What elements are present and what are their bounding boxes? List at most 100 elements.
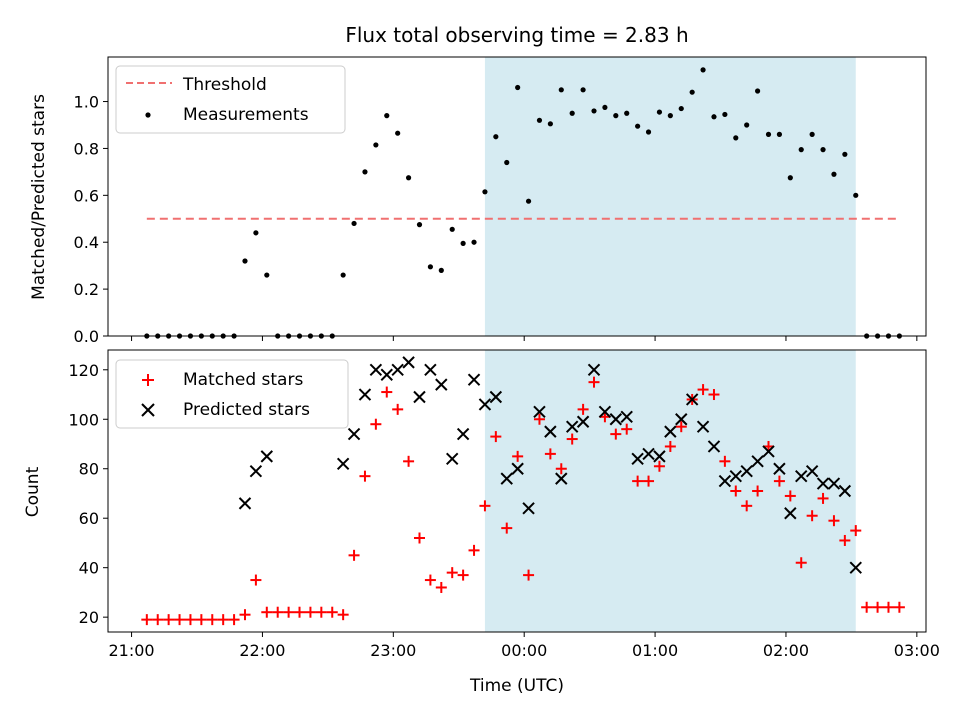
predicted-star-point <box>380 368 393 381</box>
predicted-star-point <box>424 363 437 376</box>
x-axis-label: Time (UTC) <box>469 676 564 696</box>
y-tick-label: 60 <box>79 509 99 528</box>
matched-star-point <box>359 470 371 482</box>
top-panel-axes: 0.0 0.2 0.4 0.6 0.8 1.0 <box>74 93 918 346</box>
y-tick-label: 1.0 <box>74 93 99 112</box>
matched-star-point <box>523 569 535 581</box>
measurement-point <box>449 226 455 232</box>
legend-matched-label: Matched stars <box>183 370 303 390</box>
predicted-star-point <box>707 440 721 453</box>
measurement-point <box>580 87 586 93</box>
predicted-star-point <box>511 462 524 475</box>
matched-star-point <box>653 460 665 472</box>
matched-star-point <box>719 455 731 467</box>
predicted-star-point <box>587 363 601 376</box>
y-tick-label: 0.4 <box>74 233 99 252</box>
predicted-star-point <box>576 415 590 428</box>
matched-star-point <box>741 500 753 512</box>
predicted-star-point <box>816 477 830 490</box>
predicted-star-point <box>467 373 481 386</box>
measurement-point <box>787 175 793 181</box>
x-tick-label: 21:00 <box>109 641 155 660</box>
matched-star-point <box>184 614 196 626</box>
measurement-point <box>416 222 423 228</box>
top-panel-ylabel: Matched/Predicted stars <box>29 94 49 300</box>
predicted-star-point <box>456 427 470 441</box>
predicted-star-point <box>598 405 612 419</box>
predicted-star-point <box>500 472 513 485</box>
measurement-point <box>471 239 477 245</box>
measurement-point <box>547 121 553 127</box>
predicted-star-point <box>565 420 579 433</box>
matched-star-point <box>250 574 262 586</box>
legend-measurements-swatch <box>145 112 151 118</box>
matched-star-point <box>468 544 480 556</box>
measurement-point <box>264 272 270 278</box>
predicted-star-point <box>631 452 644 466</box>
measurement-point <box>591 108 597 114</box>
predicted-star-point <box>336 457 350 470</box>
matched-star-point <box>228 614 240 626</box>
x-tick-label: 03:00 <box>894 641 940 660</box>
measurement-point <box>853 192 859 198</box>
x-tick-label: 23:00 <box>370 641 416 660</box>
top-legend: Threshold Measurements <box>115 65 346 134</box>
matched-star-point <box>141 614 153 626</box>
y-tick-label: 0.8 <box>74 139 99 158</box>
measurement-point <box>689 89 695 95</box>
measurement-point <box>820 147 826 153</box>
measurement-point <box>493 134 499 140</box>
predicted-star-point <box>664 425 677 438</box>
matched-star-point <box>174 614 186 626</box>
matched-star-point <box>839 534 851 546</box>
predicted-star-point <box>740 465 753 478</box>
x-tick-label: 00:00 <box>501 641 547 660</box>
matched-star-point <box>708 389 720 401</box>
x-tick-label: 02:00 <box>763 641 809 660</box>
measurement-point <box>798 147 804 153</box>
predicted-star-point <box>642 447 655 461</box>
matched-star-point <box>577 403 589 415</box>
predicted-stars-points <box>238 356 862 574</box>
bottom-legend: Matched stars Predicted stars <box>115 359 349 429</box>
matched-star-point <box>304 606 316 618</box>
y-tick-label: 0.6 <box>74 186 99 205</box>
predicted-star-point <box>718 474 732 488</box>
matched-star-point <box>239 609 251 621</box>
matched-star-point <box>861 601 873 613</box>
measurement-point <box>460 240 466 246</box>
matched-star-point <box>501 522 513 534</box>
measurement-point <box>624 110 630 116</box>
measurement-point <box>711 114 717 120</box>
measurement-point <box>613 113 619 119</box>
matched-star-point <box>893 601 905 613</box>
matched-star-point <box>730 485 742 497</box>
predicted-star-point <box>849 561 862 574</box>
matched-star-point <box>621 423 633 435</box>
predicted-star-point <box>260 450 274 463</box>
y-tick-label: 40 <box>79 559 99 578</box>
measurement-point <box>384 113 390 119</box>
measurement-point <box>504 159 510 166</box>
measurement-point <box>253 230 259 236</box>
legend-matched-swatch <box>142 374 154 386</box>
predicted-star-point <box>805 465 819 478</box>
matched-star-point <box>675 421 687 433</box>
bottom-panel-shaded-span <box>484 350 856 632</box>
measurement-point <box>831 171 837 177</box>
matched-star-point <box>632 475 644 487</box>
bottom-panel-axes: 20 40 60 80 100 120 21:00 22:00 23:00 00:00 01:00 0… <box>68 361 939 660</box>
y-tick-label: 0.2 <box>74 280 99 299</box>
predicted-star-point <box>827 477 841 490</box>
matched-star-point <box>272 606 284 618</box>
matched-star-point <box>457 569 469 581</box>
predicted-star-point <box>446 452 459 466</box>
y-tick-label: 120 <box>68 361 99 380</box>
measurement-point <box>569 110 575 116</box>
predicted-star-point <box>784 507 797 520</box>
matched-star-point <box>588 376 600 388</box>
measurement-point <box>842 151 848 157</box>
matched-star-point <box>392 403 404 415</box>
bottom-panel: 20 40 60 80 100 120 21:00 22:00 23:00 00:00 01:00 0… <box>23 349 940 696</box>
legend-threshold-label: Threshold <box>182 75 267 95</box>
